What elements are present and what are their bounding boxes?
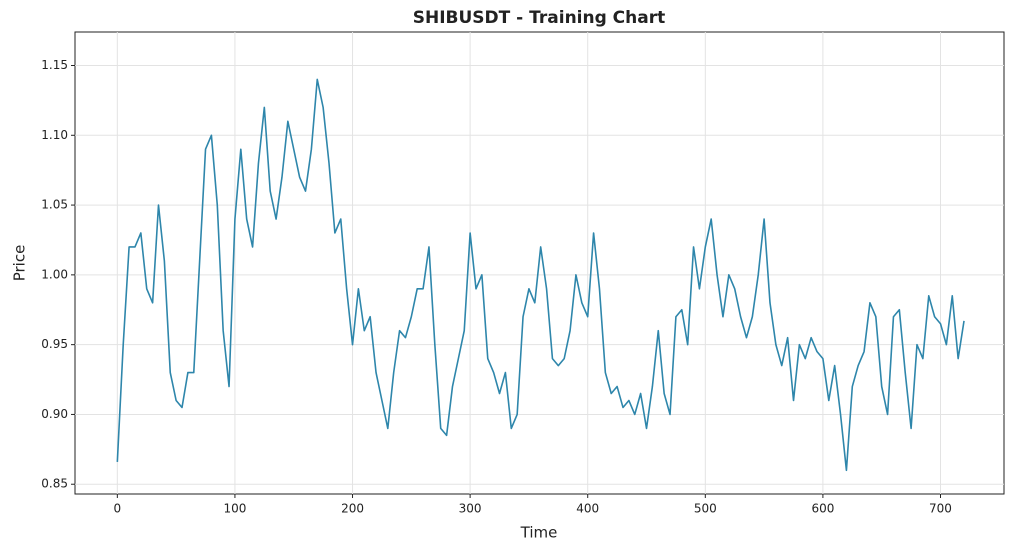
x-tick-label: 600 [811,502,834,516]
y-tick-label: 0.95 [41,337,68,351]
x-tick-label: 100 [223,502,246,516]
plot-frame [74,31,1005,495]
x-axis-label: Time [520,524,558,542]
x-tick-label: 700 [929,502,952,516]
y-tick-label: 1.15 [41,58,68,72]
y-tick-label: 0.90 [41,407,68,421]
x-tick-label: 200 [341,502,364,516]
y-tick-label: 1.10 [41,128,68,142]
chart-title: SHIBUSDT - Training Chart [413,8,666,28]
y-tick-label: 1.00 [41,267,68,281]
y-axis-label: Price [11,245,29,282]
x-tick-label: 300 [459,502,482,516]
y-tick-label: 1.05 [41,198,68,212]
y-tick-label: 0.85 [41,477,68,491]
price-line [116,78,965,472]
x-tick-label: 0 [114,502,122,516]
x-tick-label: 500 [694,502,717,516]
x-tick-label: 400 [576,502,599,516]
